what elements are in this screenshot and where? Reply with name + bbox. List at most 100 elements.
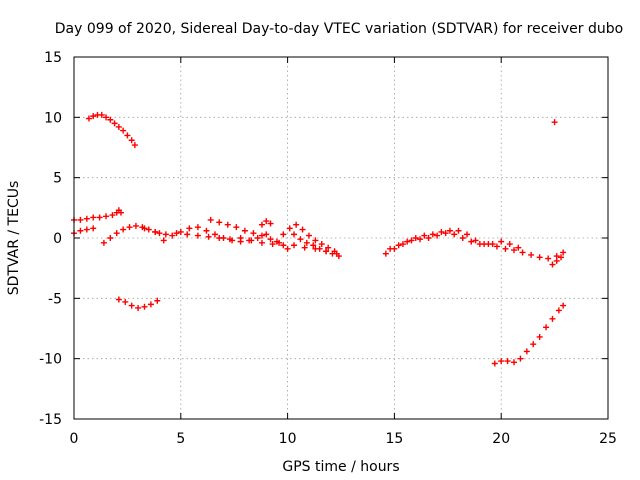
data-point [258,239,265,246]
y-tick-label: -10 [39,352,62,368]
data-point [156,230,163,237]
data-point [85,115,92,122]
data-point [258,221,265,228]
data-point [412,235,419,241]
data-point [489,241,496,248]
data-point [530,341,537,348]
data-point [269,241,276,248]
x-tick-labels: 0 5 10 15 20 25 [70,431,617,447]
data-point [233,224,240,231]
data-point [291,242,298,249]
data-point [254,235,261,241]
grid-lines [74,57,608,419]
data-point [498,238,505,245]
data-point [177,228,184,235]
data-point [506,241,513,248]
data-point [536,333,543,340]
data-point [325,244,332,251]
series-arc-13 [387,227,522,252]
data-point [115,296,122,303]
data-point [404,238,411,245]
data-point [299,226,306,233]
data-point [335,253,342,260]
data-point [90,113,97,120]
x-tick-label: 15 [385,431,403,447]
data-point [551,119,558,126]
y-tick-labels: -15 -10 -5 0 5 10 15 [39,50,62,428]
data-point [464,231,471,238]
data-point [329,250,336,257]
data-point [122,298,129,305]
data-point [128,137,135,144]
data-point [263,218,270,225]
data-point [173,230,180,237]
data-point [131,142,138,149]
data-point [280,231,287,238]
series-arc-12 [382,230,567,262]
x-tick-label: 25 [599,431,617,447]
series-arc-4 [100,222,163,246]
data-point [560,249,567,256]
data-point [459,235,466,241]
data-point [417,236,424,243]
data-point [194,224,201,231]
y-tick-label: -5 [48,291,62,307]
data-point [545,255,552,262]
data-point [280,242,287,249]
data-point [154,297,161,304]
data-point [111,120,118,127]
series-arc-8 [207,216,291,252]
data-point [184,231,191,238]
data-point [211,231,218,238]
data-point [160,237,167,244]
data-point [169,232,176,239]
series-arc-15 [491,302,567,367]
data-point [284,245,291,252]
data-point [273,238,280,245]
data-point [291,231,298,238]
data-point [258,232,265,239]
series-arc-14 [549,254,565,268]
data-point [98,111,105,118]
data-point [438,228,445,235]
data-point [128,302,135,309]
data-point [107,235,114,241]
data-point [382,250,389,257]
data-point [162,231,169,238]
series-arc-3 [71,225,97,237]
data-point [117,209,124,216]
data-point [536,254,543,261]
x-tick-label: 0 [70,431,79,447]
data-point [517,355,524,362]
y-tick-label: 5 [53,171,62,187]
data-point [90,225,97,232]
data-point [305,232,312,239]
data-point [318,241,325,248]
data-point [120,127,127,134]
data-point [141,225,148,232]
series-arc-5 [115,296,161,311]
data-point [555,307,562,314]
data-point [126,224,133,231]
series-outlier [551,119,558,126]
data-point [103,114,110,121]
data-point [263,231,270,238]
data-point [301,244,308,251]
data-point [147,301,154,308]
data-point [135,304,142,311]
data-point [468,238,475,245]
data-point [316,245,323,252]
data-point [399,241,406,248]
data-point [220,235,227,241]
data-point [312,237,319,244]
data-point [77,227,84,234]
data-point [523,348,530,355]
data-point [186,225,193,232]
data-point [543,324,550,331]
series-arc-9 [258,218,274,228]
data-point [481,241,488,248]
data-point [246,237,253,244]
data-point [323,248,330,255]
data-point [267,220,274,227]
